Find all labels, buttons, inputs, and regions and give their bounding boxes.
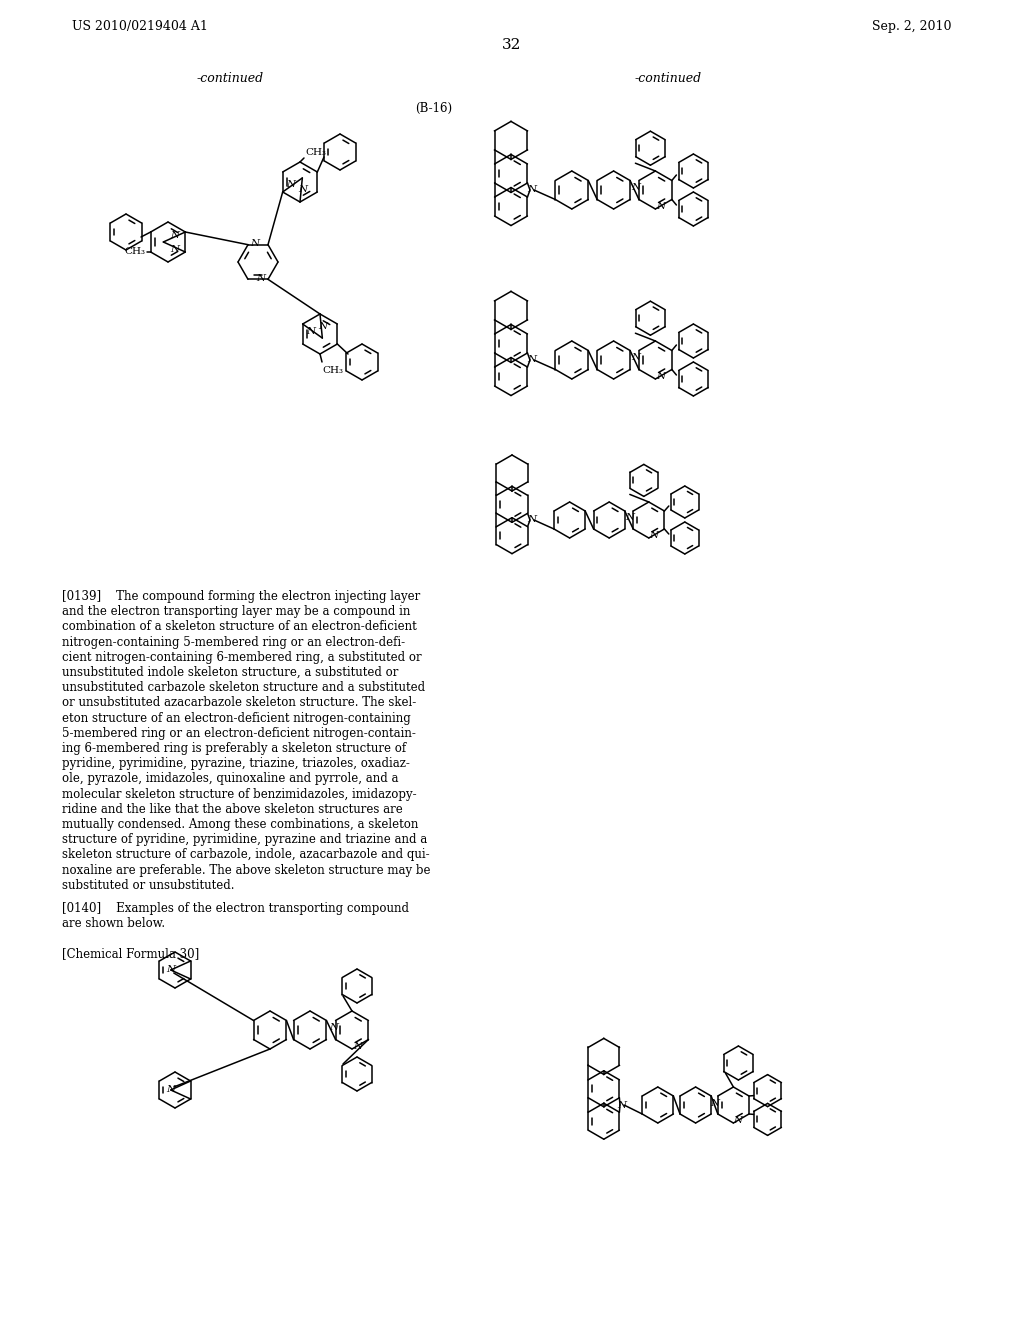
- Text: [Chemical Formula 30]: [Chemical Formula 30]: [62, 948, 200, 961]
- Text: pyridine, pyrimidine, pyrazine, triazine, triazoles, oxadiaz-: pyridine, pyrimidine, pyrazine, triazine…: [62, 758, 410, 770]
- Text: Sep. 2, 2010: Sep. 2, 2010: [872, 20, 952, 33]
- Text: and the electron transporting layer may be a compound in: and the electron transporting layer may …: [62, 605, 411, 618]
- Text: N: N: [527, 516, 537, 524]
- Text: US 2010/0219404 A1: US 2010/0219404 A1: [72, 20, 208, 33]
- Text: unsubstituted carbazole skeleton structure and a substituted: unsubstituted carbazole skeleton structu…: [62, 681, 425, 694]
- Text: structure of pyridine, pyrimidine, pyrazine and triazine and a: structure of pyridine, pyrimidine, pyraz…: [62, 833, 427, 846]
- Text: N: N: [656, 372, 666, 380]
- Text: molecular skeleton structure of benzimidazoles, imidazopy-: molecular skeleton structure of benzimid…: [62, 788, 417, 801]
- Text: noxaline are preferable. The above skeleton structure may be: noxaline are preferable. The above skele…: [62, 863, 430, 876]
- Text: [0139]    The compound forming the electron injecting layer: [0139] The compound forming the electron…: [62, 590, 420, 603]
- Text: CH₃: CH₃: [125, 248, 145, 256]
- Text: eton structure of an electron-deficient nitrogen-containing: eton structure of an electron-deficient …: [62, 711, 411, 725]
- Text: substituted or unsubstituted.: substituted or unsubstituted.: [62, 879, 234, 892]
- Text: -continued: -continued: [197, 73, 263, 84]
- Text: N: N: [299, 186, 308, 194]
- Text: N: N: [170, 231, 179, 239]
- Text: N: N: [632, 354, 640, 363]
- Text: N: N: [632, 183, 640, 193]
- Text: N: N: [256, 273, 265, 282]
- Text: skeleton structure of carbazole, indole, azacarbazole and qui-: skeleton structure of carbazole, indole,…: [62, 849, 430, 862]
- Text: N: N: [329, 1023, 338, 1032]
- Text: N: N: [286, 181, 295, 190]
- Text: N: N: [656, 202, 666, 211]
- Text: or unsubstituted azacarbazole skeleton structure. The skel-: or unsubstituted azacarbazole skeleton s…: [62, 697, 416, 709]
- Text: N: N: [733, 1115, 742, 1125]
- Text: 32: 32: [503, 38, 521, 51]
- Text: mutually condensed. Among these combinations, a skeleton: mutually condensed. Among these combinat…: [62, 818, 419, 832]
- Text: unsubstituted indole skeleton structure, a substituted or: unsubstituted indole skeleton structure,…: [62, 667, 398, 678]
- Text: N: N: [626, 513, 635, 523]
- Text: ridine and the like that the above skeleton structures are: ridine and the like that the above skele…: [62, 803, 402, 816]
- Text: N: N: [306, 326, 315, 335]
- Text: combination of a skeleton structure of an electron-deficient: combination of a skeleton structure of a…: [62, 620, 417, 634]
- Text: 5-membered ring or an electron-deficient nitrogen-contain-: 5-membered ring or an electron-deficient…: [62, 727, 416, 739]
- Text: N: N: [649, 531, 658, 540]
- Text: N: N: [711, 1098, 720, 1107]
- Text: ing 6-membered ring is preferably a skeleton structure of: ing 6-membered ring is preferably a skel…: [62, 742, 407, 755]
- Text: N: N: [166, 965, 175, 974]
- Text: N: N: [527, 186, 537, 194]
- Text: are shown below.: are shown below.: [62, 917, 165, 931]
- Text: N: N: [353, 1041, 362, 1051]
- Text: CH₃: CH₃: [322, 366, 343, 375]
- Text: N: N: [166, 1085, 175, 1094]
- Text: -continued: -continued: [635, 73, 701, 84]
- Text: ole, pyrazole, imidazoles, quinoxaline and pyrrole, and a: ole, pyrazole, imidazoles, quinoxaline a…: [62, 772, 398, 785]
- Text: N: N: [251, 239, 259, 248]
- Text: nitrogen-containing 5-membered ring or an electron-defi-: nitrogen-containing 5-membered ring or a…: [62, 636, 406, 648]
- Text: N: N: [617, 1101, 627, 1110]
- Text: CH₃: CH₃: [305, 148, 326, 157]
- Text: [0140]    Examples of the electron transporting compound: [0140] Examples of the electron transpor…: [62, 902, 409, 915]
- Text: (B-16): (B-16): [415, 102, 453, 115]
- Text: N: N: [318, 322, 328, 330]
- Text: cient nitrogen-containing 6-membered ring, a substituted or: cient nitrogen-containing 6-membered rin…: [62, 651, 422, 664]
- Text: N: N: [527, 355, 537, 364]
- Text: N: N: [170, 244, 179, 253]
